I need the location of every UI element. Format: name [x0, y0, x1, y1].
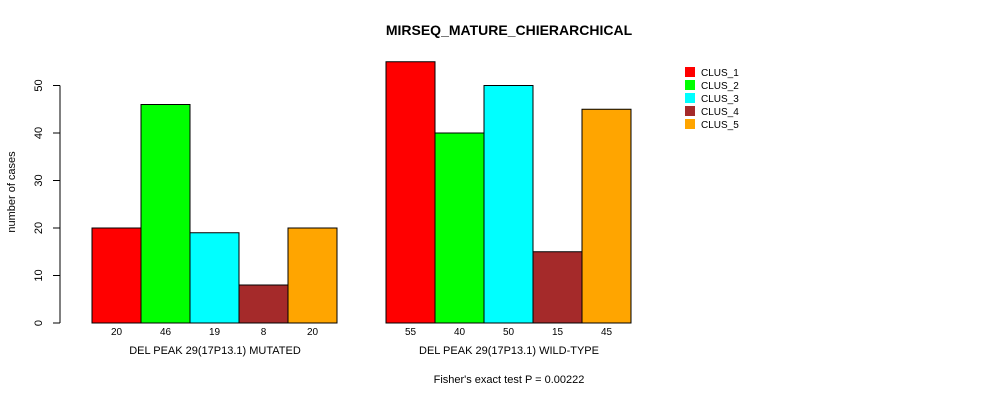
bar-clus-1 [91, 227, 142, 324]
y-tick-label: 50 [33, 79, 45, 91]
legend-label: CLUS_2 [701, 81, 739, 92]
bar-clus-4 [532, 251, 583, 324]
y-tick-label: 0 [33, 320, 45, 326]
legend-label: CLUS_5 [701, 120, 739, 131]
bar-value-label: 50 [503, 327, 515, 338]
bar-value-label: 20 [111, 327, 123, 338]
y-tick-label: 30 [33, 174, 45, 186]
fisher-test-footnote: Fisher's exact test P = 0.00222 [434, 374, 585, 386]
bar-value-label: 8 [261, 327, 267, 338]
bar-clus-5 [287, 227, 338, 324]
legend-label: CLUS_1 [701, 68, 739, 79]
y-tick-label: 40 [33, 127, 45, 139]
legend-swatch [685, 67, 695, 77]
legend-swatch [685, 93, 695, 103]
y-axis-label: number of cases [6, 151, 18, 233]
bar-clus-4 [238, 284, 289, 324]
bar-value-label: 20 [307, 327, 319, 338]
y-tick-label: 10 [33, 269, 45, 281]
legend-swatch [685, 119, 695, 129]
bar-clus-1 [385, 61, 436, 324]
bar-clus-5 [581, 108, 632, 324]
legend-swatch [685, 106, 695, 116]
bar-value-label: 40 [454, 327, 466, 338]
bar-value-label: 46 [160, 327, 172, 338]
bar-value-label: 55 [405, 327, 417, 338]
bars [91, 61, 632, 324]
bar-clus-2 [434, 132, 485, 324]
bar-value-labels: 20 46 19 8 20 55 40 50 15 45 [111, 327, 613, 338]
group-label-mutated: DEL PEAK 29(17P13.1) MUTATED [129, 345, 301, 357]
chart-title: MIRSEQ_MATURE_CHIERARCHICAL [386, 22, 633, 38]
bar-value-label: 19 [209, 327, 221, 338]
legend-label: CLUS_4 [701, 107, 739, 118]
legend-swatch [685, 80, 695, 90]
bar-value-label: 15 [552, 327, 564, 338]
bar-clus-3 [483, 85, 534, 324]
y-axis: 0 10 20 30 40 50 [33, 79, 61, 326]
bar-value-label: 45 [601, 327, 613, 338]
legend-label: CLUS_3 [701, 94, 739, 105]
bar-clus-2 [140, 104, 191, 324]
group-label-wild-type: DEL PEAK 29(17P13.1) WILD-TYPE [419, 345, 599, 357]
legend: CLUS_1 CLUS_2 CLUS_3 CLUS_4 CLUS_5 [685, 67, 739, 131]
y-tick-label: 20 [33, 222, 45, 234]
bar-clus-3 [189, 232, 240, 324]
